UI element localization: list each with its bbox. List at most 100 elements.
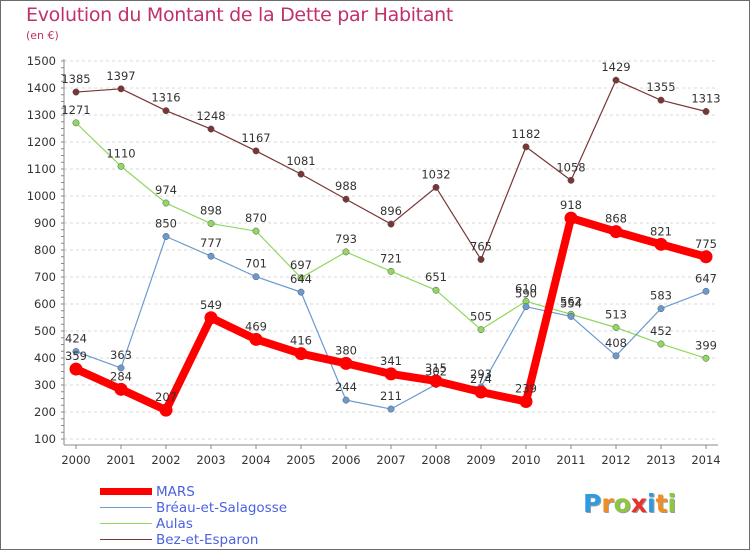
- data-label: 777: [200, 236, 222, 250]
- data-label: 896: [380, 204, 402, 218]
- data-label: 850: [155, 217, 177, 231]
- data-label: 341: [380, 354, 402, 368]
- x-tick-label: 2011: [556, 453, 585, 467]
- data-point: [204, 311, 218, 325]
- logo-letter: i: [667, 489, 677, 518]
- legend-swatch-aulas: [100, 523, 152, 524]
- data-point: [432, 286, 440, 294]
- data-label: 1167: [241, 131, 270, 145]
- data-label: 647: [695, 271, 717, 285]
- data-point: [252, 273, 260, 281]
- y-tick-label: 1000: [27, 189, 56, 203]
- data-point: [429, 374, 443, 388]
- data-label: 1271: [61, 103, 90, 117]
- data-label: 721: [380, 251, 402, 265]
- data-point: [117, 162, 125, 170]
- data-point: [72, 88, 80, 96]
- data-point: [384, 367, 398, 381]
- logo-letter: i: [647, 489, 656, 518]
- data-point: [297, 170, 305, 178]
- data-label: 244: [335, 380, 357, 394]
- data-label: 583: [650, 289, 672, 303]
- data-label: 416: [290, 334, 312, 348]
- data-point: [114, 382, 128, 396]
- data-point: [519, 394, 533, 408]
- data-label: 1182: [511, 127, 540, 141]
- data-point: [612, 324, 620, 331]
- legend-label-breau: Bréau-et-Salagosse: [156, 500, 288, 516]
- data-label: 380: [335, 343, 357, 357]
- logo-letter: t: [655, 489, 668, 518]
- data-label: 1313: [691, 91, 720, 105]
- data-label: 590: [515, 287, 537, 301]
- data-label: 988: [335, 179, 357, 193]
- data-label: 1355: [646, 80, 675, 94]
- data-label: 697: [290, 258, 312, 272]
- data-point: [609, 225, 623, 239]
- data-label: 363: [110, 348, 132, 362]
- data-point: [612, 352, 620, 360]
- unit-label: (en €): [26, 29, 59, 42]
- x-tick-label: 2012: [601, 453, 630, 467]
- data-point: [159, 403, 173, 417]
- data-point: [297, 288, 305, 296]
- legend-swatch-breau: [100, 507, 152, 508]
- data-label: 870: [245, 211, 267, 225]
- data-point: [342, 248, 350, 256]
- data-point: [387, 267, 395, 275]
- data-point: [567, 176, 575, 184]
- data-label: 898: [200, 204, 222, 218]
- data-point: [702, 108, 710, 115]
- x-tick-label: 2000: [61, 453, 90, 467]
- x-tick-label: 2004: [241, 453, 270, 467]
- x-tick-label: 2007: [376, 453, 405, 467]
- data-label: 918: [560, 198, 582, 212]
- x-tick-label: 2002: [151, 453, 180, 467]
- data-label: 644: [290, 272, 312, 286]
- data-point: [387, 405, 395, 413]
- data-label: 1058: [556, 160, 585, 174]
- x-tick-label: 2003: [196, 453, 225, 467]
- data-label: 424: [65, 332, 87, 346]
- data-label: 610: [515, 281, 537, 295]
- x-tick-label: 2010: [511, 453, 540, 467]
- data-point: [162, 107, 170, 115]
- logo-letter: x: [630, 489, 647, 518]
- y-tick-label: 600: [34, 297, 56, 311]
- y-tick-label: 1300: [27, 108, 56, 122]
- y-tick-label: 300: [34, 378, 56, 392]
- data-label: 408: [605, 336, 627, 350]
- data-point: [162, 199, 170, 207]
- data-point: [249, 332, 263, 346]
- data-point: [657, 305, 665, 313]
- data-label: 562: [560, 294, 582, 308]
- data-label: 505: [470, 310, 492, 324]
- data-label: 651: [425, 270, 447, 284]
- data-label: 469: [245, 319, 267, 333]
- data-point: [702, 354, 710, 362]
- data-point: [522, 143, 530, 151]
- legend-swatch-bez: [100, 539, 152, 540]
- data-label: 775: [695, 237, 717, 251]
- chart-title: Evolution du Montant de la Dette par Hab…: [26, 4, 454, 26]
- data-point: [477, 326, 485, 334]
- data-point: [654, 237, 668, 251]
- data-point: [342, 195, 350, 203]
- x-tick-label: 2006: [331, 453, 360, 467]
- data-label: 1429: [601, 60, 630, 74]
- x-tick-label: 2013: [646, 453, 675, 467]
- y-tick-label: 1500: [27, 54, 56, 68]
- data-point: [252, 227, 260, 235]
- data-label: 1032: [421, 167, 450, 181]
- data-label: 549: [200, 298, 222, 312]
- y-tick-label: 500: [34, 324, 56, 338]
- y-tick-label: 400: [34, 351, 56, 365]
- data-label: 554: [560, 296, 582, 310]
- data-point: [564, 211, 578, 225]
- x-tick-label: 2014: [691, 453, 720, 467]
- y-tick-label: 700: [34, 270, 56, 284]
- data-point: [657, 96, 665, 104]
- data-label: 765: [470, 239, 492, 253]
- data-label: 284: [110, 369, 132, 383]
- x-tick-label: 2005: [286, 453, 315, 467]
